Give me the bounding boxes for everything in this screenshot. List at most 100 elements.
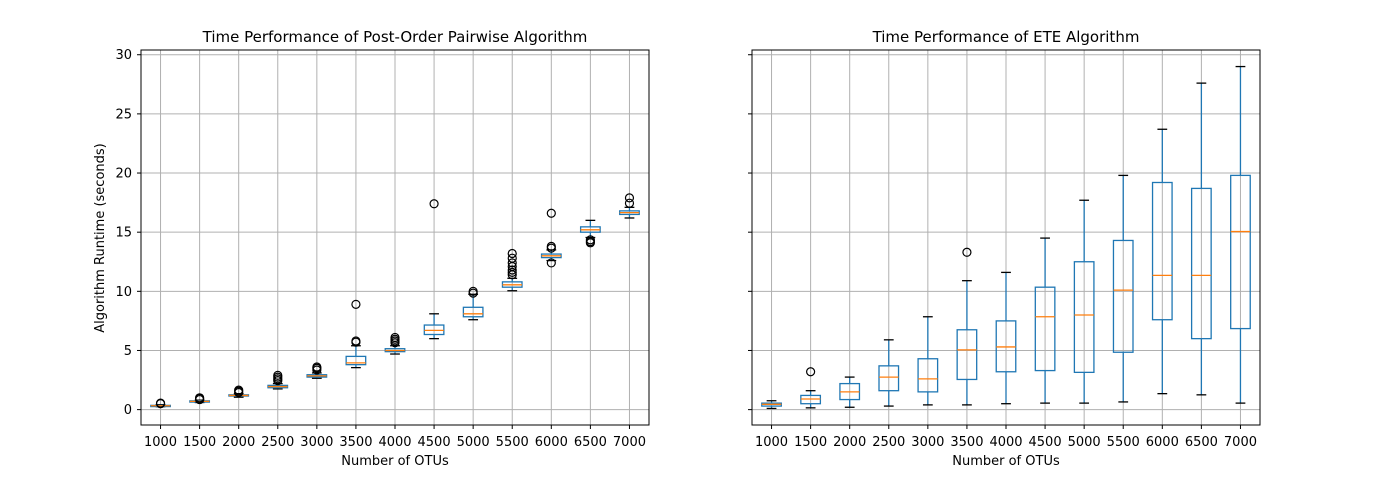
x-tick-label: 2000 [222, 435, 255, 450]
x-tick-label: 6500 [1185, 435, 1218, 450]
box-1500 [800, 367, 822, 409]
outlier-point [507, 258, 517, 268]
box-2500 [878, 339, 900, 407]
x-tick-label: 5500 [496, 435, 529, 450]
box-5000 [1073, 199, 1095, 404]
iqr-box [1112, 239, 1134, 353]
x-tick-label: 5000 [1068, 435, 1101, 450]
y-tick-label: 25 [115, 107, 132, 122]
outlier-point [429, 199, 439, 209]
x-tick-label: 5500 [1107, 435, 1140, 450]
outlier-point [507, 267, 517, 277]
outlier-point [624, 198, 635, 208]
box-3000 [917, 316, 939, 406]
box-3500 [956, 247, 978, 406]
chart-title: Time Performance of Post-Order Pairwise … [202, 28, 588, 46]
x-tick-label: 6000 [535, 435, 568, 450]
outlier-point [351, 299, 361, 309]
iqr-box [917, 358, 939, 393]
chart-panel-post-order-pairwise: Time Performance of Post-Order Pairwise … [93, 28, 650, 469]
chart-title: Time Performance of ETE Algorithm [872, 28, 1140, 46]
box-6500 [579, 219, 601, 248]
outlier-point [546, 241, 556, 251]
box-1000 [150, 398, 171, 409]
iqr-box [1230, 174, 1251, 330]
outlier-point [351, 336, 361, 346]
iqr-box [462, 306, 484, 318]
boxes [150, 193, 640, 409]
x-tick-label: 2500 [261, 435, 294, 450]
plot-frame [751, 49, 1261, 426]
grid [141, 50, 649, 425]
x-tick-label: 4500 [418, 435, 451, 450]
x-tick-label: 3500 [339, 435, 372, 450]
box-6000 [1151, 128, 1173, 395]
box-6000 [540, 208, 562, 268]
iqr-box [956, 329, 978, 381]
x-tick-label: 5000 [457, 435, 490, 450]
outlier-point [234, 385, 244, 395]
box-5000 [462, 286, 484, 321]
y-tick-label: 15 [115, 226, 132, 241]
outlier-point [273, 370, 283, 380]
box-3500 [345, 299, 367, 369]
x-tick-label: 7000 [613, 435, 646, 450]
box-7000 [1230, 65, 1251, 404]
iqr-box [1190, 187, 1212, 340]
outlier-point [155, 398, 166, 408]
box-7000 [619, 193, 640, 219]
y-tick-label: 20 [115, 167, 132, 182]
chart-panel-ete: Time Performance of ETE Algorithm Number… [748, 28, 1261, 469]
outlier-point [507, 248, 517, 259]
axes: 1000 1500 2000 2500 3000 3500 4000 4500 5000 5500… [115, 48, 650, 450]
x-tick-label: 7000 [1224, 435, 1257, 450]
outlier-point [806, 367, 816, 377]
y-tick-label: 30 [115, 48, 132, 63]
box-2000 [228, 385, 250, 398]
x-tick-label: 4000 [989, 435, 1022, 450]
outlier-point [962, 247, 972, 257]
x-tick-label: 1500 [794, 435, 827, 450]
y-tick-label: 5 [124, 344, 132, 359]
axes: 1000 1500 2000 2500 3000 3500 4000 4500 5000 5500… [748, 49, 1261, 450]
box-6500 [1190, 82, 1212, 396]
boxes [761, 65, 1251, 410]
outlier-point [546, 208, 556, 218]
iqr-box [878, 365, 900, 392]
plot-frame [140, 49, 650, 426]
y-axis-label: Algorithm Runtime (seconds) [93, 143, 108, 333]
outlier-point [390, 332, 400, 343]
x-tick-label: 1500 [183, 435, 216, 450]
x-tick-label: 1000 [144, 435, 177, 450]
outlier-point [507, 253, 517, 263]
outlier-point [507, 265, 517, 275]
outlier-point [585, 235, 595, 245]
x-axis-label: Number of OTUs [341, 454, 449, 469]
box-4500 [423, 199, 445, 340]
outlier-point [312, 362, 322, 372]
box-1000 [761, 400, 782, 410]
iqr-box [1151, 181, 1173, 321]
x-tick-label: 6500 [574, 435, 607, 450]
box-1500 [189, 393, 211, 405]
outlier-point [468, 286, 478, 296]
y-tick-label: 0 [124, 403, 132, 418]
box-5500 [1112, 174, 1134, 403]
iqr-box [1073, 261, 1095, 374]
box-4000 [384, 332, 406, 355]
box-2500 [267, 370, 289, 390]
x-tick-label: 3000 [911, 435, 944, 450]
x-tick-label: 3500 [950, 435, 983, 450]
outlier-point [624, 193, 635, 203]
box-4000 [995, 271, 1017, 405]
x-axis-label: Number of OTUs [952, 454, 1060, 469]
x-tick-label: 4500 [1029, 435, 1062, 450]
x-tick-label: 2000 [833, 435, 866, 450]
box-2000 [839, 376, 861, 408]
iqr-box [345, 355, 367, 366]
box-3000 [306, 362, 328, 379]
x-tick-label: 6000 [1146, 435, 1179, 450]
grid [752, 50, 1260, 425]
x-tick-label: 4000 [378, 435, 411, 450]
